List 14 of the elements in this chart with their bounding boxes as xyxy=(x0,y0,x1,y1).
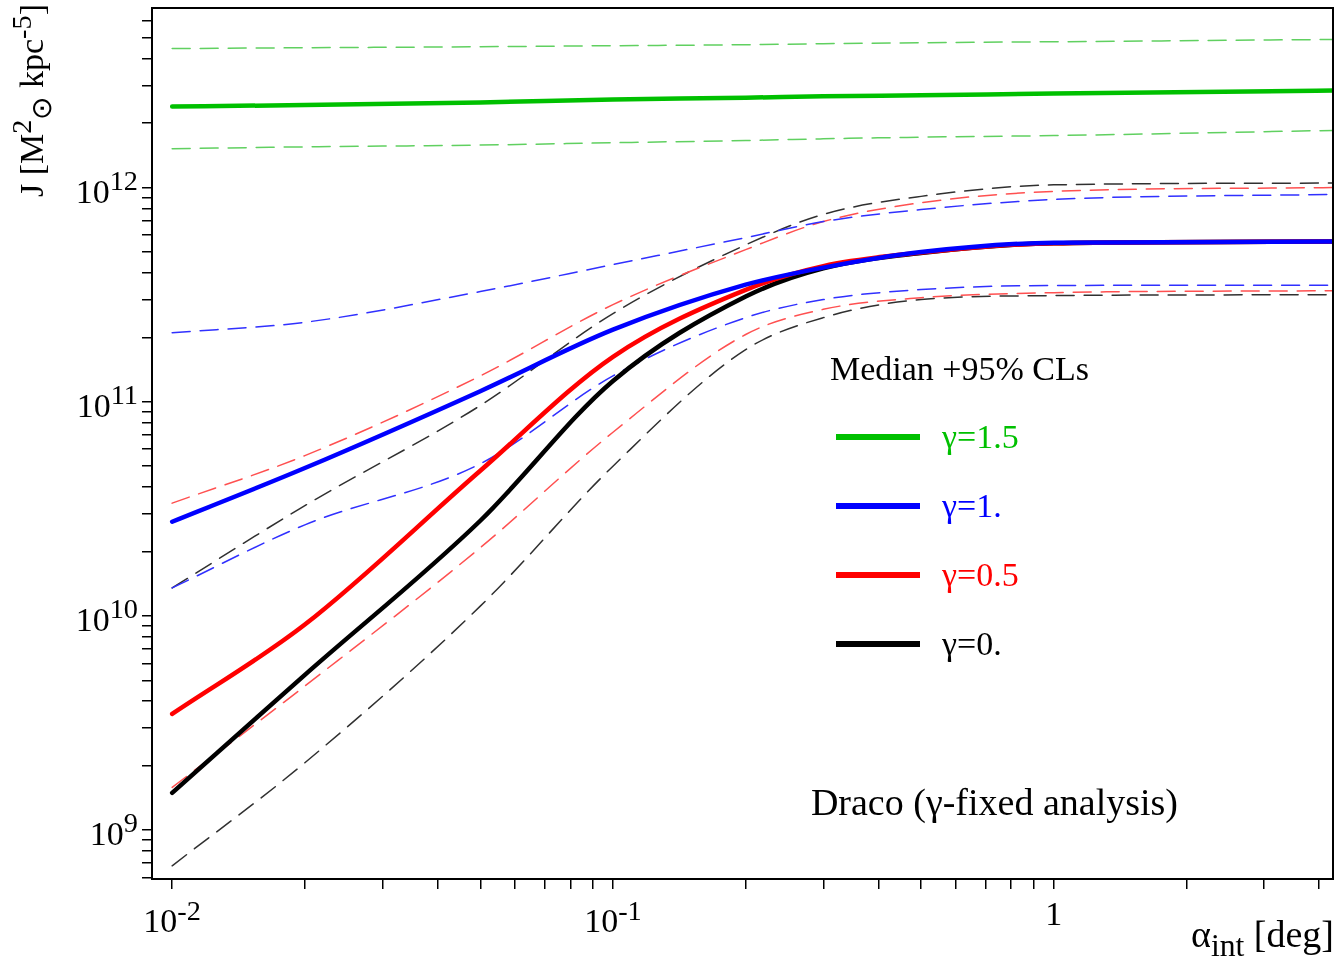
x-tick-label: 1 xyxy=(1045,895,1063,933)
y-tick-label: 10$^{9}$ xyxy=(89,807,138,853)
legend-title: Median +95% CLs xyxy=(830,350,1090,388)
x-tick-label: 10$^{-2}$ xyxy=(143,895,201,941)
y-tick-label: 10$^{10}$ xyxy=(75,593,138,639)
legend-label: γ=0. xyxy=(942,624,1002,663)
x-axis-title: α$_{int}$ [deg] xyxy=(1190,912,1334,964)
y-tick-label: 10$^{11}$ xyxy=(76,379,138,425)
annotation: Draco (γ-fixed analysis) xyxy=(810,780,1178,824)
legend-label: γ=0.5 xyxy=(942,555,1019,594)
legend-label: γ=1.5 xyxy=(942,417,1019,456)
legend-label: γ=1. xyxy=(942,486,1002,525)
y-tick-label: 10$^{12}$ xyxy=(75,164,138,211)
x-tick-label: 10$^{-1}$ xyxy=(584,895,642,941)
